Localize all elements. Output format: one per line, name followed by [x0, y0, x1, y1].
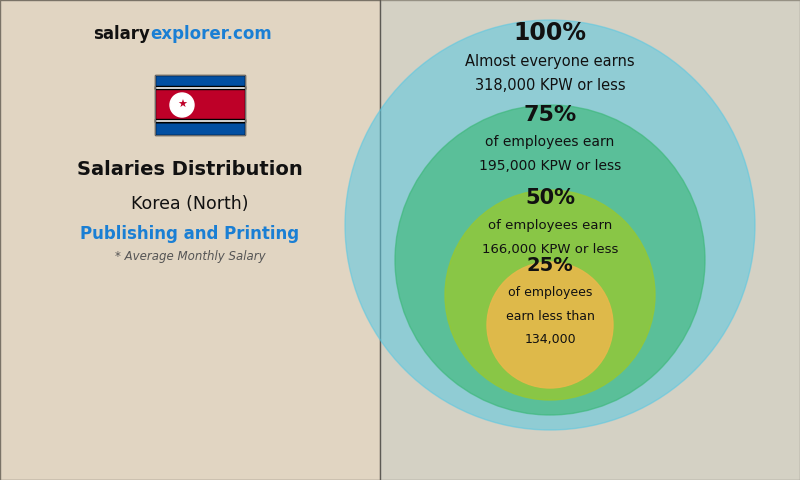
- Text: Salaries Distribution: Salaries Distribution: [77, 160, 303, 179]
- FancyBboxPatch shape: [0, 0, 380, 480]
- Text: Korea (North): Korea (North): [131, 195, 249, 213]
- Ellipse shape: [445, 190, 655, 400]
- Text: Almost everyone earns: Almost everyone earns: [465, 54, 635, 69]
- FancyBboxPatch shape: [380, 0, 800, 480]
- Text: 195,000 KPW or less: 195,000 KPW or less: [479, 158, 621, 173]
- Text: salary: salary: [93, 25, 150, 43]
- Ellipse shape: [487, 262, 613, 388]
- FancyBboxPatch shape: [155, 122, 245, 135]
- Text: of employees: of employees: [508, 286, 592, 299]
- Text: 25%: 25%: [526, 256, 574, 275]
- FancyBboxPatch shape: [155, 88, 245, 122]
- Text: 166,000 KPW or less: 166,000 KPW or less: [482, 242, 618, 255]
- Text: 100%: 100%: [514, 21, 586, 45]
- Text: of employees earn: of employees earn: [488, 219, 612, 232]
- Text: 75%: 75%: [523, 105, 577, 125]
- Text: 50%: 50%: [525, 188, 575, 208]
- Circle shape: [170, 93, 194, 117]
- FancyBboxPatch shape: [155, 86, 245, 89]
- Ellipse shape: [345, 20, 755, 430]
- Text: earn less than: earn less than: [506, 310, 594, 323]
- Ellipse shape: [395, 105, 705, 415]
- FancyBboxPatch shape: [155, 75, 245, 87]
- Text: Publishing and Printing: Publishing and Printing: [81, 225, 299, 243]
- Text: of employees earn: of employees earn: [486, 135, 614, 149]
- FancyBboxPatch shape: [155, 120, 245, 122]
- Text: ★: ★: [177, 100, 187, 110]
- Text: 134,000: 134,000: [524, 334, 576, 347]
- Text: 318,000 KPW or less: 318,000 KPW or less: [474, 78, 626, 93]
- Text: explorer.com: explorer.com: [150, 25, 272, 43]
- Text: * Average Monthly Salary: * Average Monthly Salary: [114, 250, 266, 263]
